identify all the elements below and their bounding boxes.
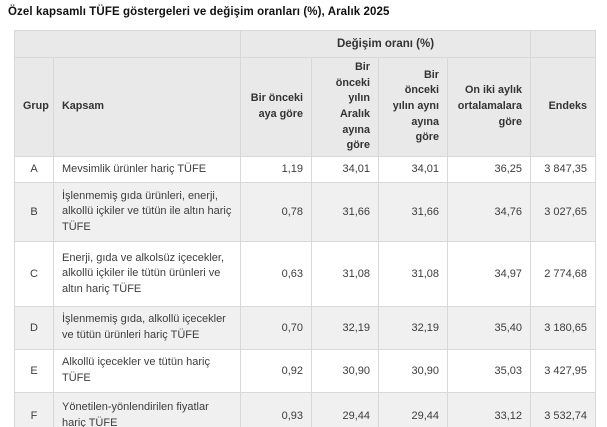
table-row-a: A Mevsimlik ürünler hariç TÜFE 1,19 34,0… [14,155,597,183]
col-header-grup: Grup [14,57,54,157]
col-header-kapsam: Kapsam [53,57,241,157]
cell-same-month-prev-year: 34,01 [378,155,448,183]
tufe-indicators-table: Değişim oranı (%) Grup Kapsam Bir önceki… [14,30,597,427]
cell-prev-month: 0,93 [240,391,312,427]
table-body: A Mevsimlik ürünler hariç TÜFE 1,19 34,0… [14,155,597,427]
cell-prev-year-december: 31,66 [311,181,379,242]
cell-prev-year-december: 29,44 [311,391,379,427]
cell-prev-year-december: 31,08 [311,240,379,307]
cell-prev-year-december: 30,90 [311,348,379,393]
page-title: Özel kapsamlı TÜFE göstergeleri ve değiş… [8,6,390,18]
cell-same-month-prev-year: 31,66 [378,181,448,242]
cell-endeks: 3 847,35 [530,155,597,183]
cell-kapsam: İşlenmemiş gıda, alkollü içecekler ve tü… [53,305,241,350]
cell-endeks: 3 532,74 [530,391,597,427]
cell-same-month-prev-year: 32,19 [378,305,448,350]
table-row-c: C Enerji, gıda ve alkolsüz içecekler, al… [14,240,597,307]
cell-grup: A [14,155,54,183]
table-row-e: E Alkollü içecekler ve tütün hariç TÜFE … [14,348,597,393]
table-row-f: F Yönetilen-yönlendirilen fiyatlar hariç… [14,391,597,427]
cell-endeks: 3 027,65 [530,181,597,242]
cell-kapsam: Yönetilen-yönlendirilen fiyatlar hariç T… [53,391,241,427]
cell-grup: D [14,305,54,350]
cell-prev-month: 0,78 [240,181,312,242]
cell-twelve-month-avg: 35,40 [446,305,532,350]
cell-prev-month: 0,92 [240,348,312,393]
cell-kapsam: İşlenmemiş gıda ürünleri, enerji, alkoll… [53,181,241,242]
cell-endeks: 3 180,65 [530,305,597,350]
col-header-prev-year-december: Bir önceki yılın Aralık ayına göre [311,57,379,157]
cell-grup: E [14,348,54,393]
col-header-same-month-prev-year: Bir önceki yılın aynı ayına göre [378,57,448,157]
cell-grup: C [14,240,54,307]
cell-twelve-month-avg: 36,25 [446,155,532,183]
cell-prev-month: 0,70 [240,305,312,350]
cell-prev-year-december: 34,01 [311,155,379,183]
cell-twelve-month-avg: 34,76 [446,181,532,242]
col-header-prev-month: Bir önceki aya göre [240,57,312,157]
header-empty-right [530,30,597,58]
cell-grup: B [14,181,54,242]
cell-same-month-prev-year: 31,08 [378,240,448,307]
cell-grup: F [14,391,54,427]
cell-same-month-prev-year: 29,44 [378,391,448,427]
cell-twelve-month-avg: 35,03 [446,348,532,393]
cell-endeks: 3 427,95 [530,348,597,393]
cell-kapsam: Mevsimlik ürünler hariç TÜFE [53,155,241,183]
table-header: Değişim oranı (%) Grup Kapsam Bir önceki… [14,30,597,157]
cell-kapsam: Alkollü içecekler ve tütün hariç TÜFE [53,348,241,393]
header-row-columns: Grup Kapsam Bir önceki aya göre Bir önce… [14,57,597,157]
cell-same-month-prev-year: 30,90 [378,348,448,393]
col-header-endeks: Endeks [530,57,597,157]
col-header-twelve-month-avg: On iki aylık ortalamalara göre [446,57,532,157]
cell-prev-month: 1,19 [240,155,312,183]
cell-twelve-month-avg: 34,97 [446,240,532,307]
cell-prev-year-december: 32,19 [311,305,379,350]
cell-prev-month: 0,63 [240,240,312,307]
header-row-span: Değişim oranı (%) [14,30,597,58]
cell-endeks: 2 774,68 [530,240,597,307]
cell-twelve-month-avg: 33,12 [446,391,532,427]
cell-kapsam: Enerji, gıda ve alkolsüz içecekler, alko… [53,240,241,307]
table-row-d: D İşlenmemiş gıda, alkollü içecekler ve … [14,305,597,350]
table-row-b: B İşlenmemiş gıda ürünleri, enerji, alko… [14,181,597,242]
header-change-rate-span: Değişim oranı (%) [239,30,532,58]
header-empty-left [14,30,241,58]
